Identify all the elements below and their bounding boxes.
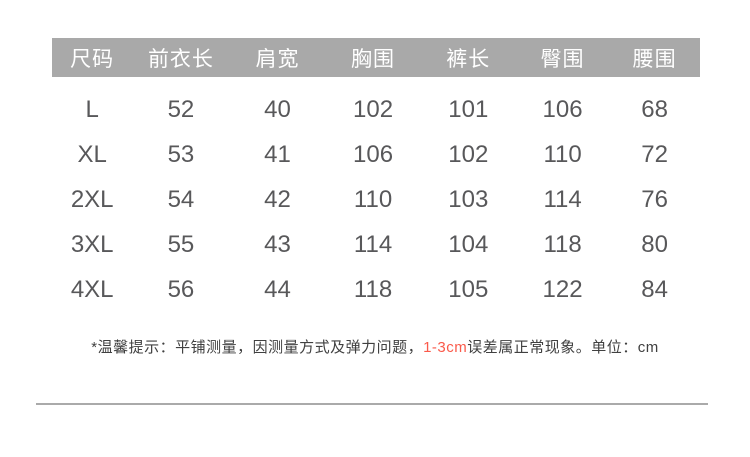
- size-cell: L: [85, 95, 99, 123]
- measurement-cell: 118: [543, 230, 582, 258]
- measurement-cell: 44: [264, 275, 291, 303]
- measurement-cell: 102: [353, 95, 394, 123]
- size-table: 尺码 前衣长 肩宽 胸围 裤长 臀围 腰围 L 52 40 102 101 106 68 XL 53 41 10…: [52, 38, 700, 312]
- footnote-prefix: *温馨提示：平铺测量，因测量方式及弹力问题，: [91, 339, 424, 356]
- measurement-cell: 80: [641, 230, 668, 258]
- measurement-cell: 52: [167, 95, 195, 123]
- footnote-suffix: 误差属正常现象。单位：cm: [467, 339, 659, 356]
- column-header: 臀围: [515, 38, 610, 77]
- column-header: 肩宽: [229, 38, 326, 77]
- column-header: 尺码: [52, 38, 133, 77]
- measurement-cell: 110: [353, 185, 393, 213]
- size-cell: 3XL: [70, 230, 114, 258]
- footnote: *温馨提示：平铺测量，因测量方式及弹力问题，1-3cm误差属正常现象。单位：cm: [0, 338, 750, 358]
- table-row: 3XL 55 43 114 104 118 80: [52, 222, 700, 267]
- measurement-cell: 103: [448, 185, 489, 213]
- column-header: 前衣长: [132, 38, 230, 77]
- size-cell: 2XL: [70, 185, 114, 213]
- measurement-cell: 42: [264, 185, 291, 213]
- measurement-cell: 56: [167, 275, 195, 303]
- bottom-divider: [36, 403, 708, 405]
- measurement-cell: 106: [353, 140, 394, 168]
- table-body: L 52 40 102 101 106 68 XL 53 41 106 102 110 72 2XL 54 42…: [52, 77, 700, 312]
- table-row: 2XL 54 42 110 103 114 76: [52, 177, 700, 222]
- measurement-cell: 84: [641, 275, 668, 303]
- measurement-cell: 41: [264, 140, 291, 168]
- measurement-cell: 105: [448, 275, 489, 303]
- column-header: 腰围: [609, 38, 700, 77]
- measurement-cell: 43: [264, 230, 291, 258]
- measurement-cell: 72: [641, 140, 668, 168]
- footnote-highlight: 1-3cm: [423, 339, 468, 356]
- size-cell: XL: [77, 140, 107, 168]
- measurement-cell: 110: [543, 140, 582, 168]
- table-row: XL 53 41 106 102 110 72: [52, 132, 700, 177]
- measurement-cell: 118: [353, 275, 393, 303]
- measurement-cell: 53: [167, 140, 195, 168]
- size-cell: 4XL: [70, 275, 114, 303]
- measurement-cell: 54: [167, 185, 195, 213]
- measurement-cell: 55: [167, 230, 195, 258]
- measurement-cell: 102: [448, 140, 489, 168]
- measurement-cell: 122: [542, 275, 583, 303]
- measurement-cell: 101: [448, 95, 489, 123]
- measurement-cell: 114: [543, 185, 582, 213]
- measurement-cell: 40: [264, 95, 291, 123]
- column-header: 胸围: [325, 38, 421, 77]
- measurement-cell: 106: [542, 95, 583, 123]
- measurement-cell: 114: [353, 230, 393, 258]
- measurement-cell: 76: [641, 185, 668, 213]
- table-row: L 52 40 102 101 106 68: [52, 87, 700, 132]
- column-header: 裤长: [420, 38, 516, 77]
- measurement-cell: 104: [448, 230, 489, 258]
- table-row: 4XL 56 44 118 105 122 84: [52, 267, 700, 312]
- measurement-cell: 68: [641, 95, 668, 123]
- table-header-row: 尺码 前衣长 肩宽 胸围 裤长 臀围 腰围: [52, 38, 700, 77]
